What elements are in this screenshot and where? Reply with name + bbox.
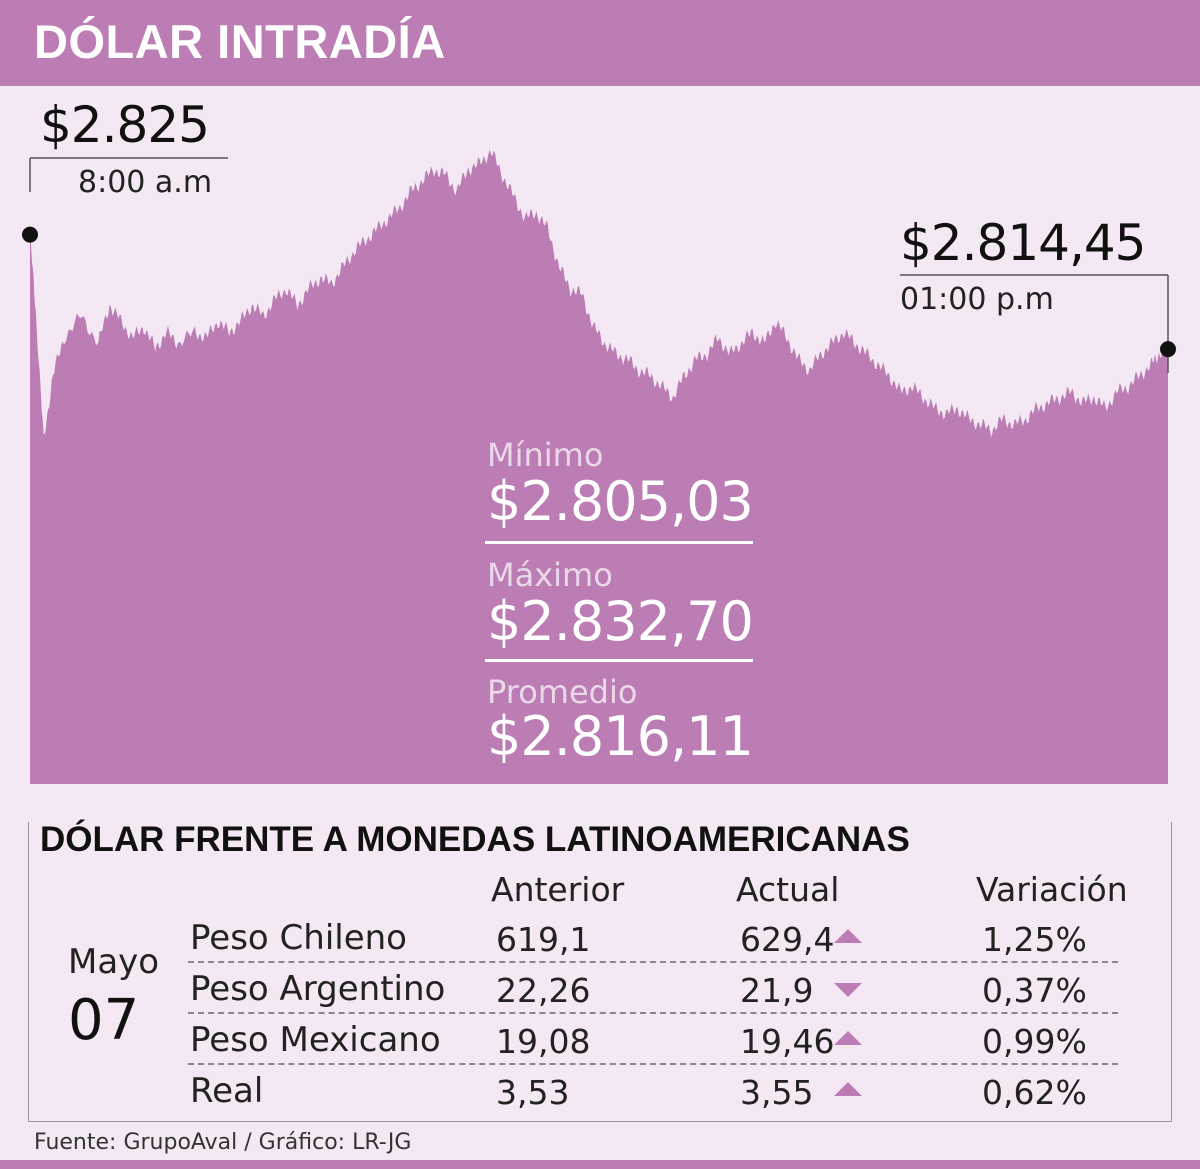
start-value-label: $2.825 xyxy=(40,96,210,154)
row-name-peso-mexicano: Peso Mexicano xyxy=(190,1020,441,1060)
trend-down-icon xyxy=(834,983,862,997)
row-divider xyxy=(188,1063,1118,1065)
end-time-label: 01:00 p.m xyxy=(900,282,1054,317)
date-day: 07 xyxy=(68,988,140,1053)
start-point-marker xyxy=(22,226,38,243)
row-variacion-peso-argentino: 0,37% xyxy=(982,971,1087,1010)
row-name-peso-argentino: Peso Argentino xyxy=(190,969,446,1009)
intraday-area xyxy=(30,149,1168,785)
row-actual-peso-chileno: 629,4 xyxy=(740,920,835,959)
end-point-marker xyxy=(1160,341,1176,358)
intraday-area-chart xyxy=(22,149,1176,785)
row-name-peso-chileno: Peso Chileno xyxy=(190,918,407,958)
row-actual-peso-argentino: 21,9 xyxy=(740,971,814,1010)
maximum-value: $2.832,70 xyxy=(487,590,754,653)
start-time-label: 8:00 a.m xyxy=(78,165,213,200)
row-anterior-real: 3,53 xyxy=(496,1073,570,1112)
maximum-rule xyxy=(485,659,753,662)
table-title: DÓLAR FRENTE A MONEDAS LATINOAMERICANAS xyxy=(40,820,910,859)
row-variacion-peso-mexicano: 0,99% xyxy=(982,1022,1087,1061)
minimum-value: $2.805,03 xyxy=(487,470,754,533)
minimum-rule xyxy=(485,541,753,544)
row-name-real: Real xyxy=(190,1071,264,1111)
row-anterior-peso-argentino: 22,26 xyxy=(496,971,591,1010)
minimum-label: Mínimo xyxy=(487,436,604,474)
trend-up-icon xyxy=(834,1082,862,1096)
row-actual-peso-mexicano: 19,46 xyxy=(740,1022,835,1061)
source-footer: Fuente: GrupoAval / Gráfico: LR-JG xyxy=(34,1130,412,1155)
maximum-label: Máximo xyxy=(487,556,613,594)
column-header-actual: Actual xyxy=(736,870,840,909)
row-divider xyxy=(188,1012,1118,1014)
end-value-label: $2.814,45 xyxy=(900,214,1146,272)
row-divider xyxy=(188,961,1118,963)
trend-up-icon xyxy=(834,929,862,943)
page-title: DÓLAR INTRADÍA xyxy=(34,15,446,68)
trend-up-icon xyxy=(834,1031,862,1045)
row-anterior-peso-chileno: 619,1 xyxy=(496,920,591,959)
column-header-anterior: Anterior xyxy=(491,870,625,909)
row-actual-real: 3,55 xyxy=(740,1073,814,1112)
row-variacion-peso-chileno: 1,25% xyxy=(982,920,1087,959)
average-value: $2.816,11 xyxy=(487,705,754,768)
bottom-bar xyxy=(0,1160,1200,1169)
average-label: Promedio xyxy=(487,673,638,711)
currency-table xyxy=(28,822,1172,1122)
header-bar: DÓLAR INTRADÍA xyxy=(0,0,1200,86)
date-month: Mayo xyxy=(68,942,160,982)
row-anterior-peso-mexicano: 19,08 xyxy=(496,1022,591,1061)
column-header-variacion: Variación xyxy=(976,870,1128,909)
row-variacion-real: 0,62% xyxy=(982,1073,1087,1112)
